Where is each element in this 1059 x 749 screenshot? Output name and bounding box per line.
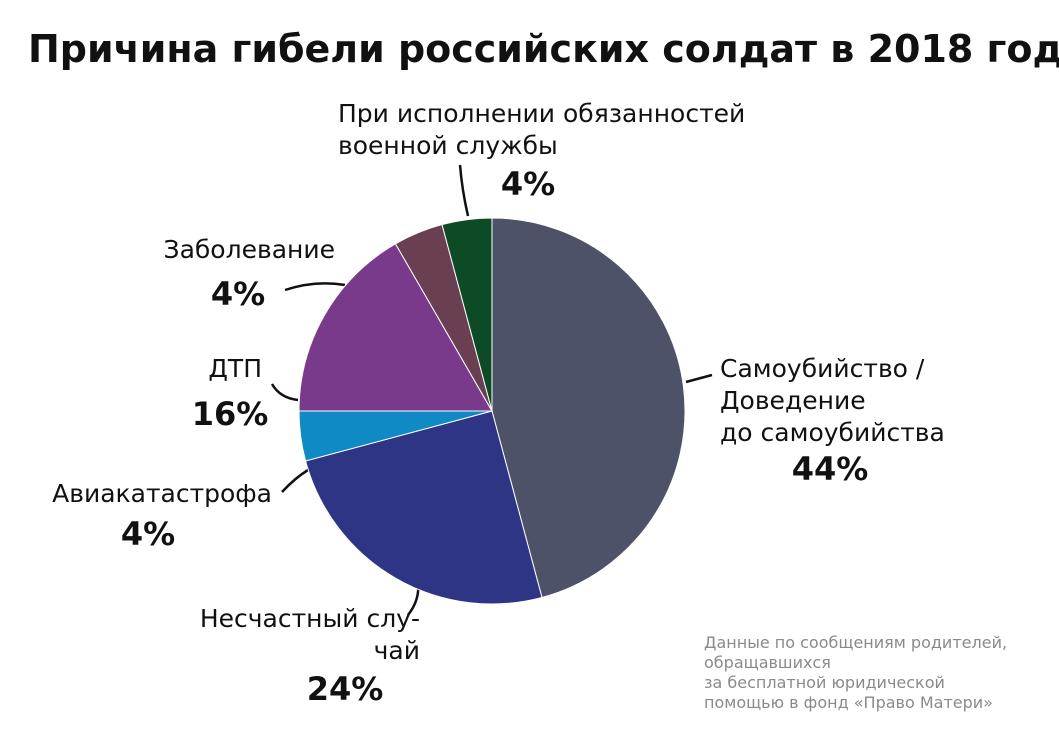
value-label: 44% [792,450,869,488]
slice-label: Заболевание [164,235,335,264]
slice-label: до самоубийства [720,418,945,447]
pie-slice [491,217,686,599]
slice-label: военной службы [338,131,558,160]
leader-line [685,373,713,384]
value-label: 24% [307,670,384,708]
source-note: обращавшихся [704,653,831,672]
pie-slice [304,410,543,605]
leader-line [284,282,346,292]
slice-label: ДТП [208,354,262,383]
slice-label: Несчастный слу- [200,604,420,633]
source-note: помощью в фонд «Право Матери» [704,693,993,712]
pie-slice [298,243,493,412]
leader-line [458,164,470,217]
value-label: 4% [121,515,175,553]
source-note: Данные по сообщениям родителей, [704,633,1007,652]
pie-slice [441,217,493,412]
slice-label: Доведение [720,386,866,415]
leader-line [281,468,309,493]
value-label: 16% [192,395,269,433]
chart-title: Причина гибели российских солдат в 2018 … [28,27,1059,71]
slice-label: Авиакатастрофа [52,479,272,508]
slice-label: Самоубийство / [720,354,925,383]
source-note: за бесплатной юридической [704,673,945,692]
slice-label: При исполнении обязанностей [338,99,745,128]
slice-label: чай [374,636,420,665]
value-label: 4% [501,165,555,203]
leader-line [270,383,299,402]
value-label: 4% [211,275,265,313]
